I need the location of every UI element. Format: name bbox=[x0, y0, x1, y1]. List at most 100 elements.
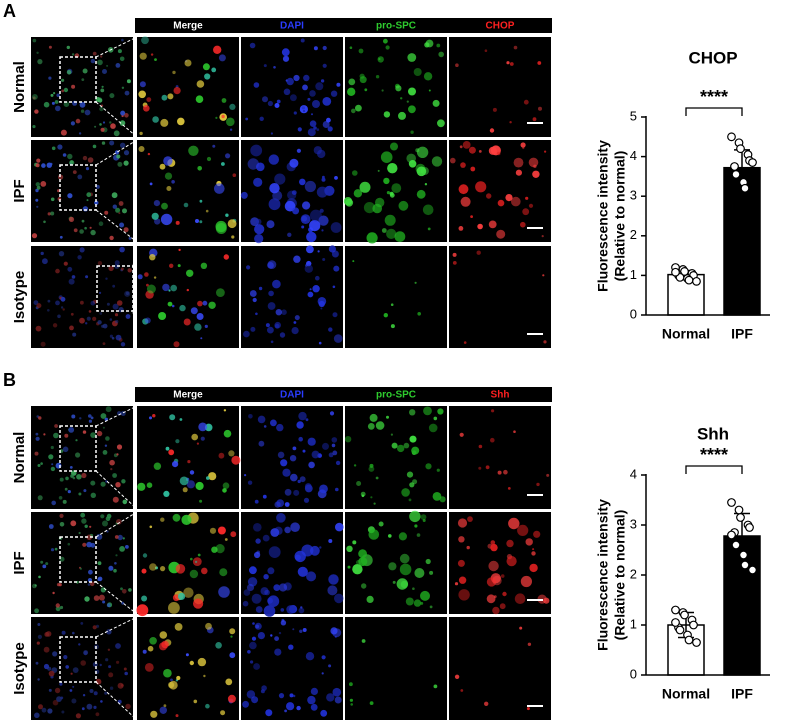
cell-signal bbox=[205, 622, 212, 630]
zoom-box bbox=[96, 265, 134, 312]
cell-signal bbox=[276, 513, 286, 523]
cell-signal bbox=[363, 202, 376, 214]
cell-signal bbox=[163, 704, 167, 708]
cell-signal bbox=[63, 261, 68, 266]
cell-signal bbox=[366, 232, 378, 244]
cell-signal bbox=[106, 530, 109, 533]
cell-signal bbox=[253, 663, 260, 670]
cell-signal bbox=[220, 710, 226, 716]
cell-signal bbox=[109, 334, 113, 338]
cell-signal bbox=[53, 432, 59, 439]
cell-signal bbox=[43, 433, 46, 436]
cell-signal bbox=[70, 474, 74, 478]
cell-signal bbox=[151, 212, 159, 220]
cell-signal bbox=[276, 99, 281, 104]
cell-signal bbox=[351, 108, 356, 114]
cell-signal bbox=[52, 699, 59, 706]
cell-signal bbox=[37, 59, 43, 65]
cell-signal bbox=[195, 95, 204, 103]
cell-signal bbox=[411, 446, 420, 455]
cell-signal bbox=[88, 569, 93, 575]
cell-signal bbox=[54, 424, 58, 428]
cell-signal bbox=[100, 127, 105, 132]
cell-signal bbox=[113, 568, 117, 573]
cell-signal bbox=[463, 341, 467, 344]
cell-signal bbox=[390, 324, 395, 329]
cell-signal bbox=[349, 682, 353, 687]
cell-signal bbox=[199, 499, 203, 503]
cell-signal bbox=[291, 327, 299, 335]
cell-signal bbox=[72, 667, 79, 673]
cell-signal bbox=[366, 595, 374, 604]
cell-signal bbox=[496, 151, 501, 156]
cell-signal bbox=[89, 689, 94, 693]
cell-signal bbox=[274, 636, 279, 641]
cell-signal bbox=[246, 265, 251, 270]
cell-signal bbox=[439, 496, 446, 503]
cell-signal bbox=[490, 540, 496, 545]
cell-signal bbox=[123, 160, 129, 166]
cell-signal bbox=[48, 524, 54, 529]
zoom-line bbox=[95, 209, 138, 243]
cell-signal bbox=[294, 550, 306, 563]
cell-signal bbox=[100, 481, 106, 487]
cell-signal bbox=[307, 437, 316, 446]
cell-signal bbox=[292, 207, 300, 215]
cell-signal bbox=[82, 430, 87, 434]
cell-signal bbox=[360, 491, 366, 497]
cell-signal bbox=[184, 59, 192, 67]
cell-signal bbox=[73, 228, 78, 233]
cell-signal bbox=[513, 430, 516, 434]
cell-signal bbox=[260, 689, 265, 694]
cell-signal bbox=[229, 652, 236, 659]
cell-signal bbox=[100, 700, 103, 703]
cell-signal bbox=[38, 575, 41, 579]
cell-signal bbox=[67, 490, 71, 494]
cell-signal bbox=[375, 75, 380, 79]
cell-signal bbox=[67, 542, 71, 546]
cell-signal bbox=[139, 131, 143, 136]
cell-signal bbox=[105, 480, 108, 483]
cell-signal bbox=[416, 146, 429, 158]
cell-signal bbox=[106, 513, 112, 519]
cell-signal bbox=[407, 53, 417, 62]
cell-signal bbox=[416, 166, 427, 177]
cell-signal bbox=[383, 313, 388, 318]
cell-signal bbox=[497, 199, 505, 207]
zoom-line bbox=[132, 245, 138, 267]
cell-signal bbox=[292, 628, 295, 631]
cell-signal bbox=[160, 566, 166, 572]
cell-signal bbox=[82, 68, 88, 74]
cell-signal bbox=[177, 264, 181, 268]
cell-signal bbox=[114, 535, 119, 539]
cell-signal bbox=[392, 580, 396, 584]
cell-signal bbox=[298, 436, 304, 442]
cell-signal bbox=[218, 586, 230, 598]
cell-signal bbox=[109, 140, 115, 146]
y-tick-label: 1 bbox=[630, 267, 637, 282]
cell-signal bbox=[253, 82, 260, 88]
cell-signal bbox=[114, 260, 120, 266]
cell-signal bbox=[223, 429, 232, 438]
cell-signal bbox=[328, 574, 339, 585]
cell-signal bbox=[332, 628, 342, 638]
data-point bbox=[734, 505, 744, 515]
cell-signal bbox=[478, 444, 483, 449]
cell-signal bbox=[367, 423, 375, 430]
cell-signal bbox=[410, 130, 414, 134]
y-tick-label: 2 bbox=[630, 227, 637, 242]
cell-signal bbox=[55, 603, 60, 608]
cell-signal bbox=[388, 562, 397, 571]
cell-signal bbox=[56, 583, 61, 587]
cell-signal bbox=[168, 602, 180, 614]
cell-signal bbox=[265, 323, 270, 328]
cell-signal bbox=[41, 707, 47, 713]
cell-signal bbox=[75, 452, 81, 458]
cell-signal bbox=[373, 502, 376, 505]
cell-signal bbox=[255, 606, 263, 613]
cell-signal bbox=[248, 414, 253, 419]
cell-signal bbox=[35, 432, 39, 436]
data-point bbox=[675, 625, 685, 635]
cell-signal bbox=[120, 267, 124, 271]
cell-signal bbox=[281, 309, 287, 316]
